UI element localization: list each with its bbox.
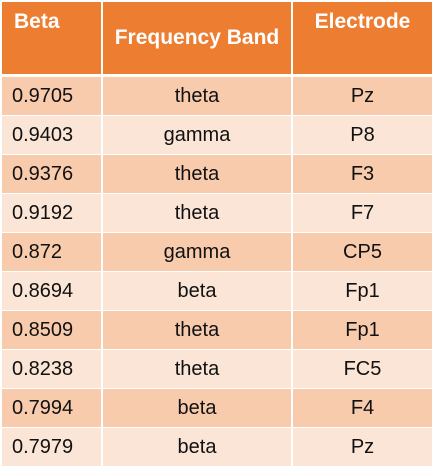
table-row: 0.9403 gamma P8 [2,115,432,155]
frequency-band-cell: beta [102,388,293,428]
beta-cell: 0.7994 [2,388,103,428]
beta-cell: 0.9705 [2,75,103,116]
table-row: 0.9376 theta F3 [2,154,432,194]
electrode-cell: FC5 [292,349,432,389]
table-row: 0.9705 theta Pz [2,75,432,116]
header-beta: Beta [2,2,103,77]
results-table-container: Beta Frequency Band Electrode 0.9705 the… [2,2,432,467]
header-frequency-band: Frequency Band [102,2,293,77]
frequency-band-cell: theta [102,349,293,389]
electrode-cell: F7 [292,193,432,233]
beta-cell: 0.8238 [2,349,103,389]
table-row: 0.8238 theta FC5 [2,349,432,389]
table-row: 0.8509 theta Fp1 [2,310,432,350]
header-row: Beta Frequency Band Electrode [2,2,432,77]
electrode-cell: P8 [292,115,432,155]
electrode-cell: Pz [292,75,432,116]
electrode-cell: Fp1 [292,310,432,350]
frequency-band-cell: theta [102,310,293,350]
beta-cell: 0.9376 [2,154,103,194]
electrode-cell: F3 [292,154,432,194]
frequency-band-cell: beta [102,427,293,467]
beta-cell: 0.7979 [2,427,103,467]
frequency-band-cell: beta [102,271,293,311]
results-table: Beta Frequency Band Electrode 0.9705 the… [2,2,432,467]
beta-cell: 0.8509 [2,310,103,350]
table-row: 0.872 gamma CP5 [2,232,432,272]
header-electrode: Electrode [292,2,432,77]
beta-cell: 0.8694 [2,271,103,311]
frequency-band-cell: gamma [102,115,293,155]
electrode-cell: Fp1 [292,271,432,311]
table-row: 0.7994 beta F4 [2,388,432,428]
table-row: 0.8694 beta Fp1 [2,271,432,311]
beta-cell: 0.9403 [2,115,103,155]
table-row: 0.9192 theta F7 [2,193,432,233]
frequency-band-cell: gamma [102,232,293,272]
beta-cell: 0.872 [2,232,103,272]
table-row: 0.7979 beta Pz [2,427,432,467]
electrode-cell: Pz [292,427,432,467]
beta-cell: 0.9192 [2,193,103,233]
frequency-band-cell: theta [102,193,293,233]
frequency-band-cell: theta [102,75,293,116]
electrode-cell: CP5 [292,232,432,272]
electrode-cell: F4 [292,388,432,428]
frequency-band-cell: theta [102,154,293,194]
